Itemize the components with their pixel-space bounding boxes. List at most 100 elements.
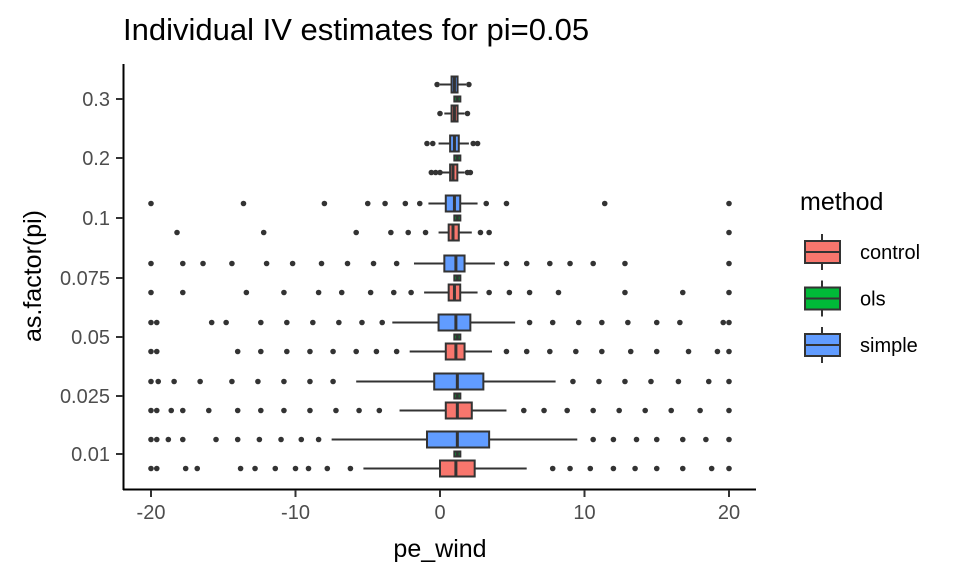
outlier-point [679,465,686,472]
outlier-point [726,436,732,443]
outlier-point [429,140,436,147]
outlier-point [616,407,622,414]
outlier-point [284,348,290,355]
box-0.1-simple [148,194,732,213]
outlier-point [281,407,287,414]
outlier-point [599,319,605,326]
outlier-point [610,465,617,472]
outlier-point [547,260,553,267]
outlier-point [596,378,602,385]
outlier-point [648,378,654,385]
outlier-point [483,200,490,207]
outlier-point [153,407,160,414]
outlier-point [432,169,439,176]
outlier-point [148,319,154,326]
outlier-point [567,465,573,472]
outlier-point [503,260,510,267]
outlier-point [379,319,386,326]
x-axis-ticks: -20 -10 0 10 20 [137,490,740,524]
outlier-point [570,378,576,385]
legend-label: simple [860,335,918,357]
outlier-point [292,465,299,472]
outlier-point [318,260,325,267]
outlier-point [726,260,732,267]
outlier-point [252,465,258,472]
outlier-point [344,260,351,267]
outlier-point [289,260,296,267]
outlier-point [590,436,596,443]
outlier-point [642,407,648,414]
outlier-point [726,289,732,296]
outlier-point [668,407,674,414]
outlier-point [726,319,732,326]
outlier-point [353,348,359,355]
outlier-point [526,289,533,296]
outlier-point [437,169,443,176]
outlier-point [376,407,383,414]
box-0.025-ols [453,392,462,400]
outlier-point [393,348,400,355]
x-tick-label: 0 [434,502,445,524]
outlier-point [526,319,533,326]
chart-title: Individual IV estimates for pi=0.05 [123,12,589,47]
outlier-point [373,348,380,355]
outlier-point [466,81,472,88]
outlier-point [307,407,313,414]
outlier-point [474,140,481,147]
y-tick-label: 0.075 [60,268,110,290]
outlier-point [155,378,162,385]
outlier-point [653,319,660,326]
outlier-point [272,465,279,472]
outlier-point [703,436,709,443]
outlier-point [726,407,732,414]
outlier-point [364,200,371,207]
outlier-point [208,319,215,326]
outlier-point [324,465,331,472]
x-tick-label: 20 [718,502,740,524]
outlier-point [726,200,732,207]
outlier-point [310,319,316,326]
outlier-point [307,378,313,385]
y-axis-ticks: 0.01 0.025 0.05 0.075 0.1 0.2 0.3 [60,89,123,466]
outlier-point [523,260,530,267]
outlier-point [467,169,474,176]
x-axis-title: pe_wind [393,535,486,563]
x-tick-label: 10 [573,502,595,524]
x-tick-label: -20 [137,502,166,524]
outlier-point [298,436,305,443]
plot-area [148,75,732,478]
outlier-point [153,348,160,355]
outlier-point [622,289,628,296]
box-0.2-simple [424,134,481,153]
outlier-point [179,289,186,296]
outlier-point [321,200,328,207]
outlier-point [333,407,339,414]
outlier-point [284,319,290,326]
outlier-point [567,260,573,267]
outlier-point [428,169,435,176]
outlier-point [726,378,732,385]
outlier-point [486,229,492,236]
outlier-point [174,229,180,236]
outlier-point [256,436,263,443]
box-0.2-ols [453,154,462,162]
outlier-point [305,465,312,472]
y-tick-label: 0.025 [60,386,110,408]
outlier-point [521,407,527,414]
outlier-point [148,436,154,443]
outlier-point [486,289,492,296]
outlier-point [434,81,440,88]
outlier-point [315,436,322,443]
outlier-point [281,378,287,385]
outlier-point [390,289,397,296]
y-axis-title: as.factor(pi) [19,210,47,342]
outlier-point [153,465,160,472]
outlier-point [237,465,244,472]
box-0.3-simple [434,75,472,94]
outlier-point [240,200,247,207]
box-0.05-ols [453,333,462,341]
outlier-point [206,407,212,414]
outlier-point [677,319,683,326]
outlier-point [356,407,362,414]
outlier-point [599,348,605,355]
